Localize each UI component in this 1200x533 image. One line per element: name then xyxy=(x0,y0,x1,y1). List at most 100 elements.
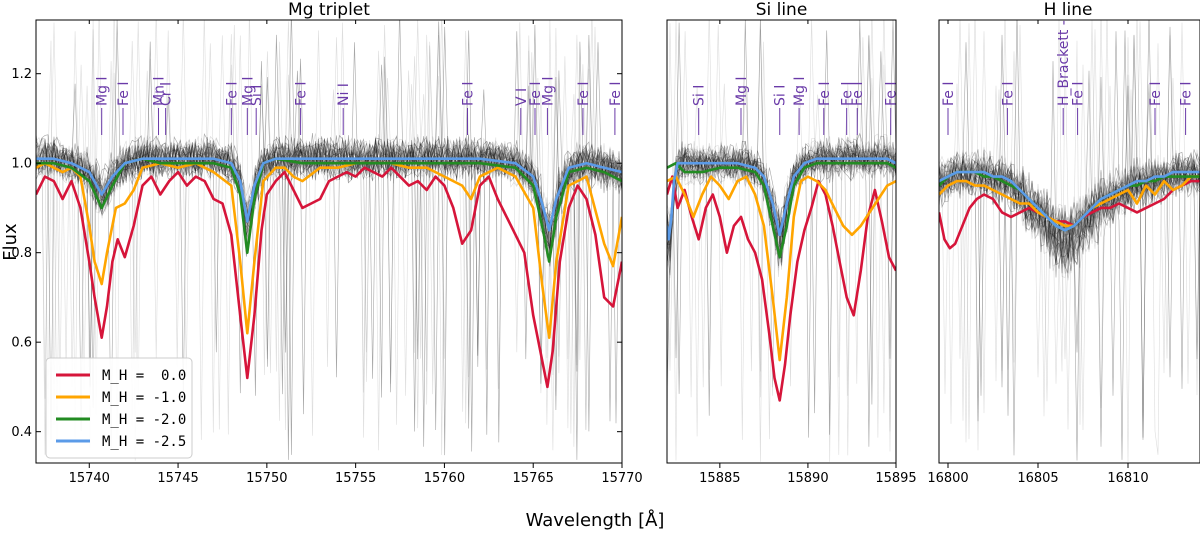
observed-spectrum xyxy=(667,22,896,252)
observed-spectrum xyxy=(667,144,896,456)
observed-spectrum xyxy=(667,146,896,462)
observed-spectrum xyxy=(36,42,622,452)
observed-spectrum xyxy=(36,20,622,447)
y-tick-label: 1.2 xyxy=(11,67,32,82)
line-label: Si I xyxy=(773,85,789,106)
observed-spectrum xyxy=(36,31,622,443)
panel-title-mg-triplet: Mg triplet xyxy=(288,0,370,20)
observed-spectrum xyxy=(667,142,896,239)
observed-spectrum xyxy=(36,20,622,460)
x-axis-label: Wavelength [Å] xyxy=(526,509,665,531)
legend-entry-1: M_H = -1.0 xyxy=(56,390,186,406)
line-label: Fe I xyxy=(1071,82,1087,106)
observed-spectrum xyxy=(939,35,1200,268)
observed-spectrum xyxy=(36,58,622,409)
line-markers-0: Mg I Fe I Mn ICr I Fe I Mg ISi I Fe I Ni I Fe I… xyxy=(95,76,624,135)
x-tick-label: 16810 xyxy=(1107,471,1148,486)
observed-spectrum xyxy=(36,89,622,455)
line-label: Fe I xyxy=(1148,82,1164,106)
x-tick-label: 15895 xyxy=(875,471,916,486)
line-label: Fe I xyxy=(461,82,477,106)
series-line-1 xyxy=(36,161,622,339)
observed-spectrum xyxy=(939,160,1200,389)
observed-spectrum xyxy=(667,83,896,270)
observed-spectrum xyxy=(36,24,622,372)
observed-spectrum xyxy=(36,20,622,396)
panel-title-h-line: H line xyxy=(1044,0,1093,20)
x-tick-label: 15765 xyxy=(513,471,554,486)
legend-label-1: M_H = -1.0 xyxy=(102,390,186,406)
line-label: Fe I xyxy=(840,82,856,106)
observed-spectrum xyxy=(939,20,1200,396)
series-line-3 xyxy=(667,157,896,241)
line-label: Mg I xyxy=(95,76,111,106)
legend-label-3: M_H = -2.5 xyxy=(102,434,186,450)
observed-spectrum xyxy=(36,22,622,242)
legend-label-0: M_H = 0.0 xyxy=(102,368,186,384)
line-label: Fe I xyxy=(224,82,240,106)
line-label: Fe I xyxy=(576,82,592,106)
x-tick-label: 15890 xyxy=(787,471,828,486)
observed-spectrum xyxy=(939,89,1200,384)
line-label: Mg I xyxy=(240,76,256,106)
observed-spectrum xyxy=(939,155,1200,371)
series-line-0 xyxy=(667,175,896,402)
observed-spectrum xyxy=(939,23,1200,424)
observed-spectrum xyxy=(36,142,622,452)
panel-title-si-line: Si line xyxy=(756,0,808,20)
line-label: Fe I xyxy=(1000,82,1016,106)
observed-spectrum xyxy=(667,146,896,462)
legend: M_H = 0.0 M_H = -1.0 M_H = -2.0 M_H = -2… xyxy=(45,357,193,459)
x-axis-ticks-0: 15740 15745 15750 15755 15760 15765 15770 xyxy=(69,20,643,486)
plot-frame-0 xyxy=(35,19,623,464)
y-tick-label: 0.4 xyxy=(11,425,32,440)
line-label: Cr I xyxy=(159,82,175,106)
panel-si-line: Si line Si I Mg I Si I Mg I Fe I Fe IFe I Fe I… xyxy=(666,0,917,486)
line-label: Fe I xyxy=(294,82,310,106)
observed-spectrum xyxy=(667,20,896,238)
model-series-0 xyxy=(36,157,622,389)
plot-frame-2 xyxy=(938,19,1200,464)
y-tick-label: 0.6 xyxy=(11,336,32,351)
line-label: Mg I xyxy=(792,76,808,106)
line-label: Mn I xyxy=(152,76,168,106)
line-label: Fe I xyxy=(941,82,957,106)
y-axis-ticks: 0.4 0.6 0.8 1.0 1.2 xyxy=(11,67,622,440)
x-tick-label: 15760 xyxy=(424,471,465,486)
observed-spectrum xyxy=(36,30,622,353)
series-line-1 xyxy=(667,175,896,362)
line-label: Fe I xyxy=(116,82,132,106)
observed-spectrum xyxy=(939,31,1200,443)
observed-spectrum xyxy=(939,148,1200,278)
model-series-2 xyxy=(939,170,1200,250)
x-tick-label: 15745 xyxy=(157,471,198,486)
series-line-2 xyxy=(667,161,896,259)
line-label: Si I xyxy=(249,85,265,106)
observed-spectrum xyxy=(939,151,1200,421)
x-tick-label: 15755 xyxy=(335,471,376,486)
legend-entry-2: M_H = -2.0 xyxy=(56,412,186,428)
observed-spectrum xyxy=(36,76,622,460)
x-tick-label: 16800 xyxy=(927,471,968,486)
observed-spectrum xyxy=(36,72,622,438)
series-line-0 xyxy=(36,166,622,389)
line-markers-1: Si I Mg I Si I Mg I Fe I Fe IFe I Fe I xyxy=(692,76,896,135)
observed-spectrum xyxy=(939,154,1200,279)
line-label: V I xyxy=(514,88,530,106)
line-label: Fe I xyxy=(608,82,624,106)
y-tick-label: 0.8 xyxy=(11,246,32,261)
x-tick-label: 15885 xyxy=(699,471,740,486)
observed-spectrum xyxy=(939,152,1200,461)
line-label: Ni I xyxy=(336,83,352,106)
series-line-0 xyxy=(939,179,1200,250)
plot-frame-1 xyxy=(666,19,897,464)
observed-spectrum xyxy=(667,137,896,447)
line-label: Fe I xyxy=(1179,82,1195,106)
observed-spectrum xyxy=(939,161,1200,388)
line-label: Fe I xyxy=(817,82,833,106)
observed-spectrum xyxy=(939,89,1200,431)
